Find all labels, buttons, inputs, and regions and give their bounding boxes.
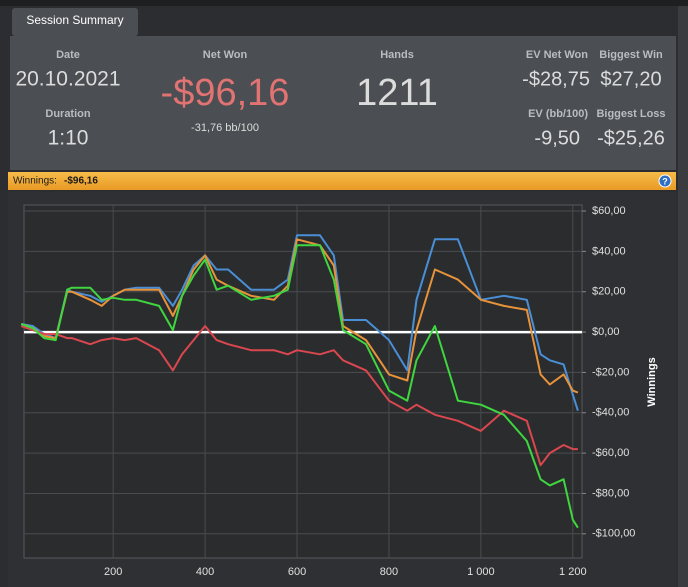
series-line [20, 325, 578, 467]
y-tick-label: $20,00 [592, 286, 626, 298]
winnings-bar [8, 172, 676, 190]
winnings-value: -$96,16 [64, 176, 98, 187]
y-tick-label: $0,00 [592, 326, 620, 338]
stat-label: Net Won [203, 49, 248, 61]
y-axis-title: Winnings [646, 357, 658, 406]
y-tick-label: -$60,00 [592, 447, 629, 459]
stat-value: 20.10.2021 [15, 68, 120, 91]
stat-label: EV Net Won [526, 49, 588, 61]
x-tick-label: 400 [196, 566, 214, 578]
help-icon[interactable] [658, 174, 672, 188]
stats-panel [10, 36, 676, 170]
tab-label[interactable]: Session Summary [26, 13, 123, 27]
y-tick-label: -$20,00 [592, 366, 629, 378]
stat-sub: -31,76 bb/100 [191, 122, 259, 134]
y-tick-label: $40,00 [592, 245, 626, 257]
x-tick-label: 1 200 [559, 566, 587, 578]
series-line [21, 234, 579, 412]
top-strip [0, 0, 688, 6]
stat-value: -$25,26 [597, 127, 665, 149]
series-line [20, 244, 579, 529]
x-tick-label: 800 [380, 566, 398, 578]
series-line [20, 238, 579, 394]
stat-value: $27,20 [600, 68, 661, 90]
x-tick-label: 1 000 [467, 566, 495, 578]
stat-value: -$96,16 [161, 72, 290, 114]
winnings-label: Winnings: [13, 176, 57, 187]
y-tick-label: -$40,00 [592, 407, 629, 419]
side-strip [678, 6, 688, 587]
stat-value: -9,50 [534, 127, 580, 149]
stat-label: Date [56, 49, 80, 61]
y-tick-label: -$80,00 [592, 487, 629, 499]
x-tick-label: 600 [288, 566, 306, 578]
tab[interactable] [12, 8, 138, 36]
y-tick-label: $60,00 [592, 205, 626, 217]
y-tick-label: -$100,00 [592, 528, 635, 540]
help-icon-glyph[interactable]: ? [662, 176, 668, 186]
plot: -$100,00 -$80,00 -$60,00 -$40,00 -$20,00 $0,0… [20, 205, 635, 578]
stat-label: Hands [380, 49, 414, 61]
stat-value: 1211 [356, 72, 438, 114]
x-tick-label: 200 [104, 566, 122, 578]
stat-label: Duration [45, 108, 91, 120]
stat-value: 1:10 [48, 127, 89, 150]
stat-label: Biggest Win [599, 49, 663, 61]
stat-label: Biggest Loss [596, 108, 665, 120]
stat-value: -$28,75 [522, 68, 590, 90]
stat-label: EV (bb/100) [528, 108, 588, 120]
plot-area [23, 204, 583, 559]
